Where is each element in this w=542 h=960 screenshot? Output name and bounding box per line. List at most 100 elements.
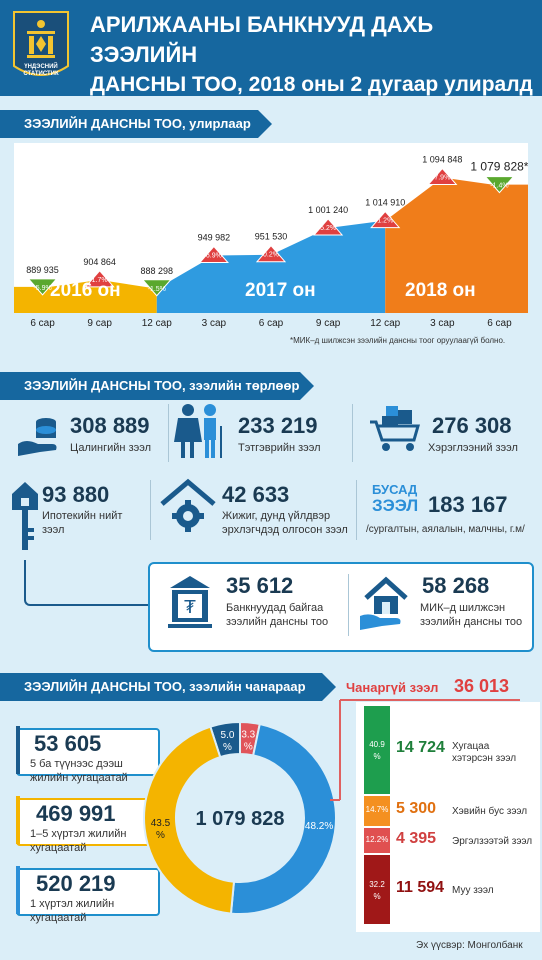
mid-term-value: 469 991 xyxy=(36,801,116,826)
change-label: 7.9% xyxy=(434,175,450,182)
change-label: 1.7% xyxy=(92,277,108,284)
bad-loan-pct: 40.9 xyxy=(369,739,385,749)
change-marker xyxy=(427,167,458,186)
coins-hand-icon xyxy=(16,414,64,458)
bad-loan-bar: 32.2% xyxy=(364,855,390,924)
value-label: 1 014 910 xyxy=(365,198,405,208)
quarterly-chart-panel: -5.9% 889 935 1.7% 904 864 -1.5% 888 298 6.9% 9… xyxy=(14,143,528,313)
long-term-accent xyxy=(16,726,20,774)
donut-total: 1 079 828 xyxy=(195,808,285,830)
x-tick-label: 6 сар xyxy=(30,318,55,329)
elderly-couple-icon xyxy=(172,402,228,460)
salary-label: Цалингийн зээл xyxy=(70,442,152,454)
quarterly-chart: -5.9% 889 935 1.7% 904 864 -1.5% 888 298 6.9% 9… xyxy=(14,155,528,313)
year-2016-label: 2016 он xyxy=(50,280,121,301)
year-2017-label: 2017 он xyxy=(245,280,316,301)
quality-donut-chart: 5.0%3.3%48.2%43.5% xyxy=(143,720,337,915)
title-line-2: ДАНСНЫ ТОО, 2018 оны 2 дугаар улиралд xyxy=(90,73,533,96)
year-area-1 xyxy=(156,219,386,313)
donut-label: 3.3 xyxy=(241,729,255,740)
banks-label-2: зээлийн дансны тоо xyxy=(226,616,329,628)
other-label: /сургалтын, аялалын, малчны, г.м/ xyxy=(366,524,525,535)
other-tag-1: БУСАД xyxy=(372,482,418,497)
value-label: 904 864 xyxy=(83,257,116,267)
short-term-value: 520 219 xyxy=(36,871,116,896)
year-area-2 xyxy=(385,176,528,313)
mik-label-1: МИК–д шилжсэн xyxy=(420,602,506,614)
sme-value: 42 633 xyxy=(222,482,290,507)
change-label: -5.9% xyxy=(33,285,51,292)
bad-loan-label-2: хэтэрсэн зээл xyxy=(452,752,517,764)
divider xyxy=(356,480,357,540)
donut-slice xyxy=(229,722,337,915)
chart-note: *МИК–д шилжсэн зээлийн дансны тоог оруул… xyxy=(290,336,506,345)
accounts-box xyxy=(148,562,534,652)
mortgage-value: 93 880 xyxy=(42,482,110,507)
divider xyxy=(352,404,353,462)
house-hand-icon xyxy=(358,572,412,632)
x-tick-label: 6 сар xyxy=(487,318,512,329)
bad-loan-pct-unit: % xyxy=(373,891,381,901)
short-term-box xyxy=(16,868,160,916)
header: ҮНДЭСНИЙ СТАТИСТИК АРИЛЖААНЫ БАНКНУУД ДА… xyxy=(0,0,542,96)
bad-loans-breakdown: 40.9% 14 724 Хугацаа хэтэрсэн зээл 14.7% 5 30… xyxy=(356,702,540,934)
change-marker xyxy=(313,218,344,236)
shopping-cart-icon xyxy=(368,404,422,454)
bad-loan-value: 5 300 xyxy=(396,800,437,818)
mid-term-accent xyxy=(16,796,20,844)
divider xyxy=(168,404,169,462)
value-label: 1 079 828* xyxy=(470,160,528,174)
bad-loan-pct: 12.2% xyxy=(365,834,389,844)
mik-label-2: зээлийн дансны тоо xyxy=(420,616,523,628)
other-value: 183 167 xyxy=(428,492,508,517)
value-label: 949 982 xyxy=(198,233,231,243)
bad-loan-label: Хэвийн бус зээл xyxy=(452,806,528,818)
page-title: АРИЛЖААНЫ БАНКНУУД ДАХЬ ЗЭЭЛИЙН ДАНСНЫ Т… xyxy=(90,10,535,100)
short-term-accent xyxy=(16,866,20,914)
value-label: 889 935 xyxy=(26,265,59,275)
change-marker xyxy=(255,244,287,263)
change-label: 5.2% xyxy=(320,225,336,232)
logo-text: ҮНДЭСНИЙ СТАТИСТИК xyxy=(23,64,59,77)
banks-label-1: Банкнуудад байгаа xyxy=(226,602,324,614)
mik-value: 58 268 xyxy=(422,573,490,598)
mortgage-label-2: зээл xyxy=(42,524,65,536)
change-label: 1.2% xyxy=(377,218,393,225)
value-label: 1 094 848 xyxy=(422,155,462,165)
change-label: -1.4% xyxy=(490,183,508,190)
bad-loan-value: 14 724 xyxy=(396,738,445,756)
mid-term-label-1: 1–5 хүртэл жилийн xyxy=(30,828,127,840)
bad-loan-bar: 12.2% xyxy=(364,828,390,854)
bad-loans-total: 36 013 xyxy=(454,676,510,696)
connector-side xyxy=(330,700,341,801)
donut-label-unit: % xyxy=(156,830,165,841)
bad-loans-title: Чанаргүй зээл xyxy=(346,680,439,695)
consumer-value: 276 308 xyxy=(432,413,512,438)
long-term-box xyxy=(16,728,160,776)
bad-loan-value: 11 594 xyxy=(396,878,445,896)
change-marker xyxy=(370,210,401,229)
change-marker xyxy=(27,278,58,296)
statistics-logo: ҮНДЭСНИЙ СТАТИСТИК xyxy=(10,8,72,86)
donut-slice xyxy=(143,725,236,915)
value-label: 951 530 xyxy=(255,232,288,242)
salary-value: 308 889 xyxy=(70,413,150,438)
donut-label-unit: % xyxy=(223,742,232,753)
bad-loan-bar: 14.7% xyxy=(364,795,390,827)
bad-loan-pct: 32.2 xyxy=(369,879,385,889)
bad-loan-pct: 14.7% xyxy=(365,805,389,815)
value-label: 1 001 240 xyxy=(308,205,348,215)
x-tick-label: 3 сар xyxy=(201,318,227,329)
year-2018-label: 2018 он xyxy=(405,280,476,301)
bad-loan-bar: 40.9% xyxy=(364,706,390,794)
divider xyxy=(348,574,349,636)
factory-gear-icon xyxy=(158,476,218,536)
short-term-label-1: 1 хүртэл жилийн xyxy=(30,898,115,910)
mid-term-label-2: хугацаатай xyxy=(30,842,87,854)
source-text: Эх үүсвэр: Монголбанк xyxy=(416,940,523,951)
bad-loan-value: 4 395 xyxy=(396,829,437,847)
x-tick-label: 3 сар xyxy=(430,318,455,329)
connector-line xyxy=(24,560,152,606)
banks-value: 35 612 xyxy=(226,573,294,598)
change-marker xyxy=(141,279,172,297)
